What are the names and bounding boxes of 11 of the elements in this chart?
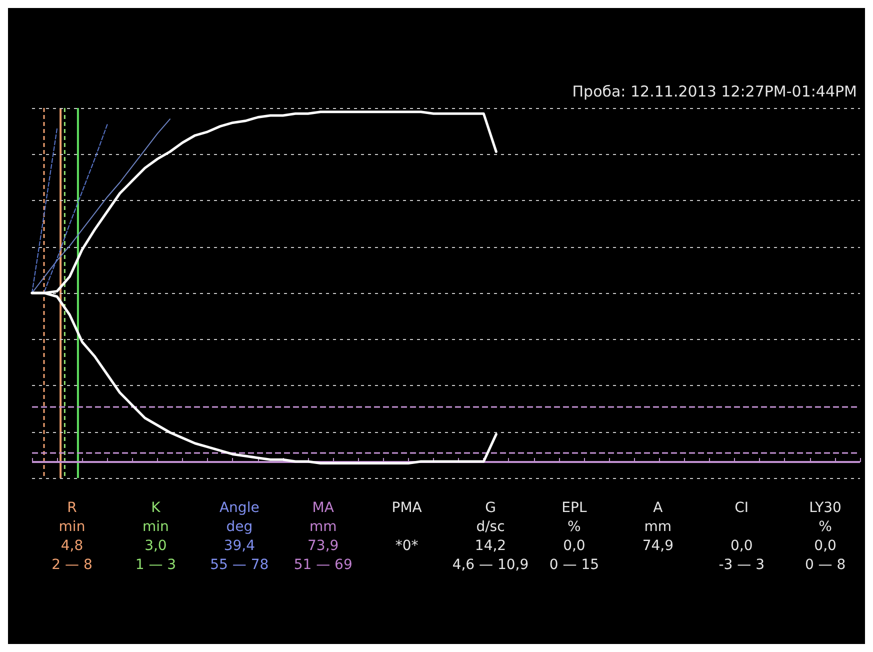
text: Angle deg 39,4 55 — 78 — [210, 500, 269, 573]
text: EPL % 0,0 0 — 15 — [549, 500, 600, 573]
text: G d/sc 14,2 4,6 — 10,9 — [452, 500, 529, 573]
text: CI 0,0 -3 — 3 — [718, 500, 764, 573]
text: MA mm 73,9 51 — 69 — [294, 500, 352, 573]
chart-title: Проба: 12.11.2013 12:27PM-01:44PM — [572, 82, 858, 100]
text: LY30 % 0,0 0 — 8 — [804, 500, 846, 573]
text: PMA *0* — [392, 500, 422, 554]
text: A mm 74,9 — [642, 500, 674, 554]
text: R min 4,8 2 — 8 — [52, 500, 92, 573]
text: K min 3,0 1 — 3 — [135, 500, 176, 573]
